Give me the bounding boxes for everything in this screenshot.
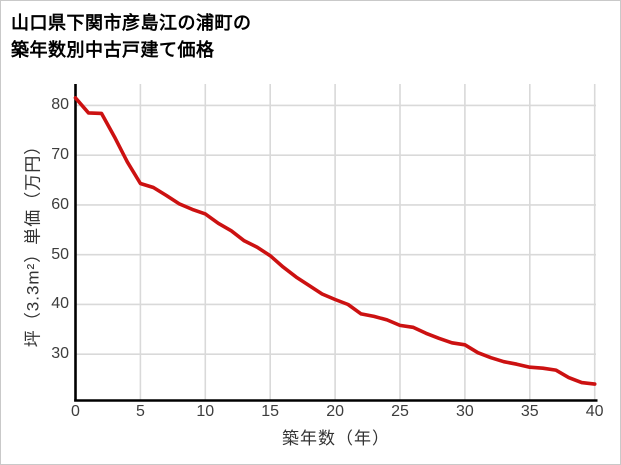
chart-title-line1: 山口県下関市彦島江の浦町の (11, 13, 252, 33)
x-tick-label-35: 35 (520, 403, 539, 420)
x-tick-label-40: 40 (585, 403, 604, 420)
x-tick-label-0: 0 (71, 403, 80, 420)
y-tick-label-60: 60 (51, 195, 69, 213)
x-tick-label-15: 15 (261, 403, 280, 420)
price-line (73, 96, 597, 386)
y-tick-label-30: 30 (51, 345, 69, 363)
x-tick-label-5: 5 (135, 403, 145, 420)
x-tick-label-30: 30 (455, 403, 474, 420)
x-tick-label-25: 25 (391, 403, 409, 420)
chart-title: 山口県下関市彦島江の浦町の 築年数別中古戸建て価格 (11, 10, 252, 64)
x-axis-title: 築年数（年） (282, 429, 390, 448)
x-tick-label-20: 20 (326, 403, 344, 420)
y-axis-title: 坪（3.3m²）単価（万円） (23, 136, 43, 348)
x-tick-label-10: 10 (196, 403, 215, 420)
y-tick-label-80: 80 (51, 96, 69, 114)
y-tick-label-70: 70 (51, 146, 69, 164)
y-tick-label-50: 50 (51, 245, 69, 263)
y-tick-label-40: 40 (51, 295, 69, 313)
chart-title-line2: 築年数別中古戸建て価格 (11, 40, 215, 60)
